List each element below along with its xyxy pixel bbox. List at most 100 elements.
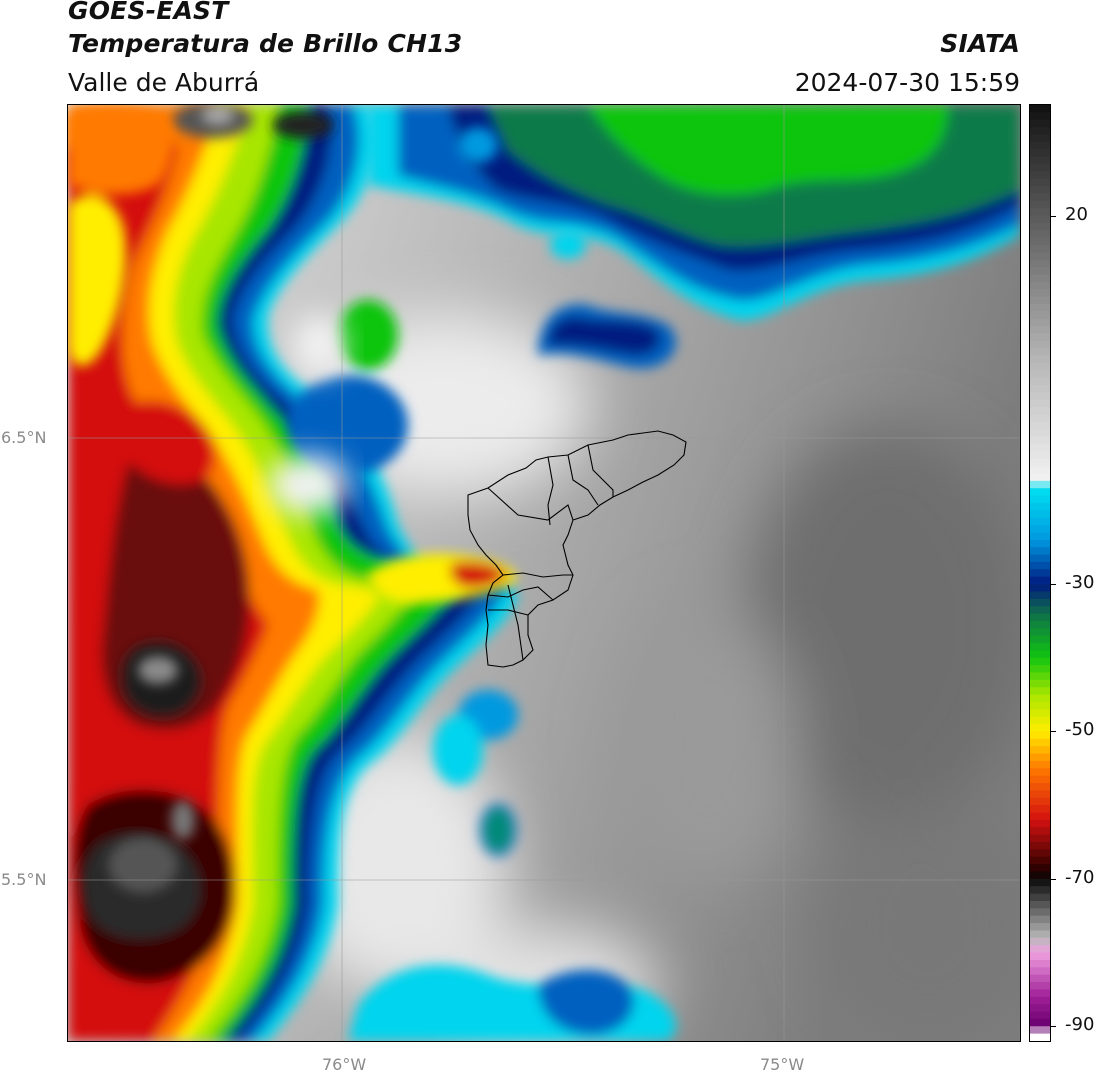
colorbar-band [1030,915,1050,924]
colorbar-band [1030,591,1050,600]
colorbar-band [1030,930,1050,939]
colorbar-tick-mark [1050,215,1056,217]
colorbar-band [1030,355,1050,364]
colorbar-band [1030,480,1050,489]
colorbar-band [1030,517,1050,526]
boundary-outline [467,430,687,668]
colorbar-band [1030,805,1050,814]
colorbar-band [1030,819,1050,828]
colorbar-band [1030,1018,1050,1027]
colorbar-band [1030,348,1050,357]
colorbar-tick-label: -50 [1065,719,1094,741]
colorbar-band [1030,893,1050,902]
colorbar-band [1030,215,1050,224]
colorbar-band [1030,193,1050,202]
scattered-cells [288,127,676,1041]
colorbar-band [1030,731,1050,740]
colorbar-band [1030,959,1050,968]
boundary-inner-8 [507,584,524,661]
colorbar-band [1030,989,1050,998]
source-label: SIATA [940,29,1020,58]
colorbar-band [1030,178,1050,187]
colorbar-band [1030,289,1050,298]
colorbar-band [1030,267,1050,276]
colorbar-band [1030,746,1050,755]
colorbar-band [1030,362,1050,371]
boundary-inner-2 [547,456,554,526]
colorbar-band [1030,672,1050,681]
colorbar-band [1030,105,1050,113]
colorbar-tick-mark [1050,878,1056,880]
northwest-cells [68,107,173,366]
colorbar-band [1030,768,1050,777]
colorbar-band [1030,716,1050,725]
colorbar-band [1030,525,1050,534]
colorbar-band [1030,237,1050,246]
colorbar-band [1030,259,1050,268]
map-svg [68,105,1020,1041]
colorbar-band [1030,377,1050,386]
colorbar-band [1030,311,1050,320]
colorbar-band [1030,996,1050,1005]
colorbar-band [1030,797,1050,806]
colorbar-band [1030,871,1050,880]
colorbar [1029,104,1051,1042]
colorbar-tick-mark [1050,584,1056,586]
colorbar-band [1030,849,1050,858]
boundary-inner-6 [487,586,554,601]
colorbar-band [1030,141,1050,150]
colorbar-band [1030,569,1050,578]
colorbar-band [1030,900,1050,909]
colorbar-band [1030,466,1050,475]
colorbar-band [1030,1026,1050,1035]
colorbar-band [1030,783,1050,792]
lon-tick-75W: 75°W [760,1055,805,1074]
colorbar-band [1030,495,1050,504]
boundary-inner-1 [487,487,574,521]
colorbar-band [1030,222,1050,231]
colorbar-band [1030,186,1050,195]
colorbar-band [1030,635,1050,644]
colorbar-band [1030,982,1050,991]
colorbar-band [1030,119,1050,128]
colorbar-band [1030,561,1050,570]
colorbar-band [1030,628,1050,637]
colorbar-band [1030,878,1050,887]
colorbar-tick-mark [1050,731,1056,733]
colorbar-band [1030,790,1050,799]
colorbar-band [1030,421,1050,430]
colorbar-band [1030,510,1050,519]
colorbar-band [1030,576,1050,585]
overshooting-tops [108,105,333,893]
title-product: Temperatura de Brillo CH13 [68,29,463,58]
colorbar-bands [1030,105,1050,1041]
colorbar-band [1030,385,1050,394]
colorbar-band [1030,724,1050,733]
colorbar-band [1030,451,1050,460]
region-label: Valle de Aburrá [68,68,260,97]
title-satellite: GOES-EAST [68,0,229,25]
brightness-temperature-map[interactable] [67,104,1021,1042]
colorbar-band [1030,171,1050,180]
colorbar-tick-label: -90 [1065,1014,1094,1036]
colorbar-band [1030,613,1050,622]
colorbar-band [1030,112,1050,121]
colorbar-band [1030,326,1050,335]
colorbar-svg [1030,105,1050,1041]
northern-cloud-band [368,105,1020,369]
colorbar-band [1030,370,1050,379]
colorbar-band [1030,333,1050,342]
colorbar-band [1030,134,1050,143]
colorbar-band [1030,252,1050,261]
colorbar-band [1030,812,1050,821]
colorbar-band [1030,856,1050,865]
colorbar-band [1030,842,1050,850]
colorbar-band [1030,163,1050,172]
colorbar-band [1030,827,1050,836]
colorbar-band [1030,753,1050,762]
colorbar-band [1030,208,1050,217]
colorbar-band [1030,657,1050,666]
colorbar-band [1030,864,1050,873]
colorbar-band [1030,709,1050,718]
colorbar-band [1030,834,1050,843]
